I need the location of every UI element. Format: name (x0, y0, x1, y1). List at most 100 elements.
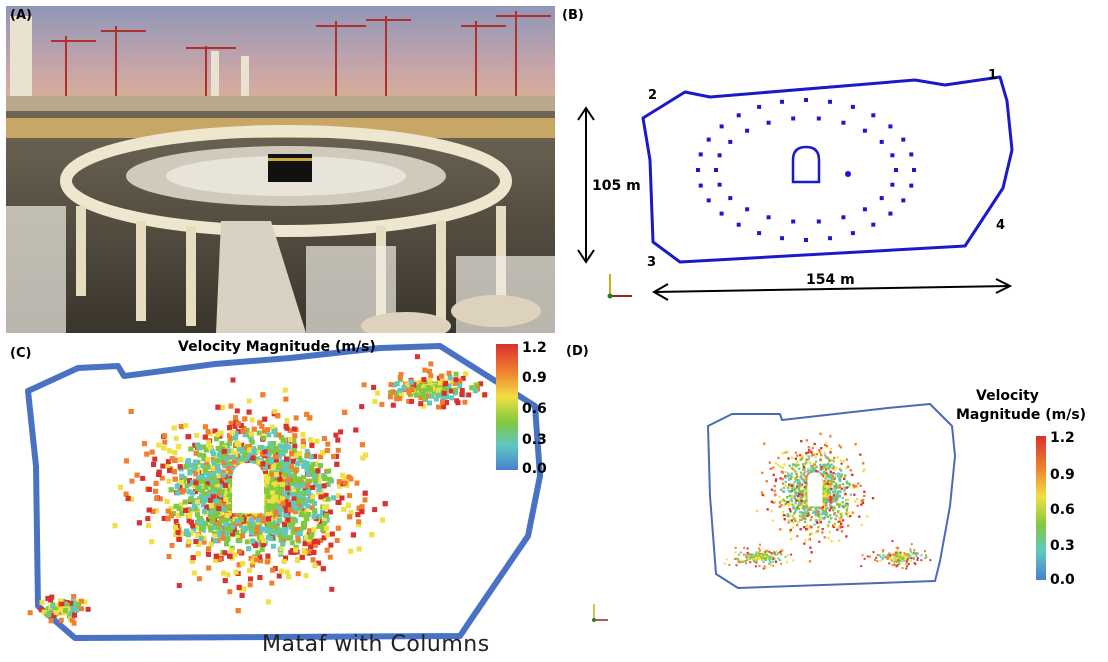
velocity-point (203, 521, 209, 526)
velocity-point (406, 390, 412, 395)
velocity-point (236, 584, 242, 590)
velocity-point (250, 538, 256, 544)
velocity-point (248, 527, 254, 533)
velocity-point (265, 451, 271, 457)
velocity-point (279, 444, 285, 450)
velocity-point (171, 469, 177, 475)
velocity-point (27, 610, 33, 616)
corner-label-3: 3 (647, 255, 657, 270)
corner-label-1: 1 (988, 68, 998, 83)
column-dot (717, 182, 722, 187)
velocity-point (224, 517, 230, 523)
velocity-point (176, 444, 182, 450)
velocity-point (359, 442, 365, 448)
velocity-point (320, 566, 326, 572)
velocity-point (221, 460, 227, 466)
velocity-point (230, 524, 236, 530)
velocity-point (270, 424, 275, 430)
velocity-point (248, 530, 254, 536)
velocity-point (273, 454, 279, 460)
velocity-point (219, 441, 225, 447)
velocity-point (414, 380, 420, 386)
velocity-point (269, 489, 275, 495)
velocity-point (146, 507, 152, 513)
column-dot (698, 152, 703, 157)
velocity-point (305, 471, 311, 477)
velocity-point (306, 541, 312, 547)
velocity-point (193, 539, 199, 544)
velocity-point (179, 473, 185, 479)
velocity-point (284, 456, 290, 462)
velocity-point (173, 503, 179, 509)
velocity-point (166, 554, 172, 559)
velocity-point (421, 377, 427, 383)
velocity-point (325, 496, 331, 502)
velocity-point (140, 475, 146, 481)
velocity-point (136, 520, 142, 526)
velocity-point (272, 566, 278, 572)
velocity-point (255, 448, 261, 454)
velocity-point (118, 484, 123, 490)
velocity-point (220, 475, 226, 480)
velocity-point (279, 546, 285, 551)
velocity-point (270, 478, 276, 483)
velocity-point (283, 555, 288, 561)
column-dot (736, 113, 741, 118)
velocity-point (214, 458, 220, 464)
pilgrim-velocity-points-d (724, 432, 932, 570)
velocity-point (269, 472, 275, 478)
velocity-point (294, 484, 300, 490)
velocity-point (422, 387, 428, 393)
velocity-point (220, 445, 226, 451)
velocity-point (256, 541, 262, 547)
velocity-point (311, 471, 317, 477)
velocity-point (295, 558, 301, 563)
velocity-point (175, 490, 181, 496)
velocity-point (256, 430, 262, 436)
velocity-point (406, 398, 412, 404)
velocity-point (306, 531, 312, 537)
velocity-point (172, 457, 178, 463)
velocity-point (207, 493, 213, 499)
velocity-point (188, 530, 194, 536)
velocity-point (269, 510, 275, 516)
velocity-point (187, 470, 193, 476)
velocity-point (399, 393, 404, 398)
velocity-point (277, 476, 283, 482)
velocity-point (224, 456, 230, 462)
velocity-point (198, 516, 204, 522)
velocity-point (249, 439, 255, 445)
velocity-point (301, 524, 307, 530)
velocity-point (264, 559, 270, 565)
velocity-point (224, 531, 230, 537)
velocity-point (247, 452, 253, 458)
velocity-point (73, 607, 79, 613)
velocity-point (217, 514, 223, 520)
velocity-point (287, 427, 293, 433)
velocity-point (262, 470, 268, 476)
velocity-point (164, 498, 170, 504)
velocity-point (369, 532, 375, 538)
velocity-point (281, 504, 287, 510)
height-label: 105 m (592, 178, 641, 194)
velocity-point (379, 401, 385, 407)
velocity-point (314, 438, 320, 444)
velocity-point (304, 497, 310, 503)
velocity-point (340, 472, 346, 478)
column-dot (791, 116, 796, 121)
velocity-point (459, 388, 465, 393)
velocity-point (428, 361, 434, 367)
velocity-point (203, 484, 209, 490)
velocity-point (422, 367, 428, 373)
velocity-point (195, 486, 200, 491)
velocity-point (238, 423, 244, 429)
velocity-point (321, 516, 327, 521)
velocity-point (230, 513, 236, 519)
panel-d-label: (D) (566, 344, 589, 359)
column-dot (706, 137, 711, 142)
velocity-point (304, 461, 310, 466)
velocity-point (360, 455, 366, 461)
velocity-point (239, 442, 245, 448)
velocity-point (192, 489, 198, 495)
velocity-point (446, 370, 452, 376)
